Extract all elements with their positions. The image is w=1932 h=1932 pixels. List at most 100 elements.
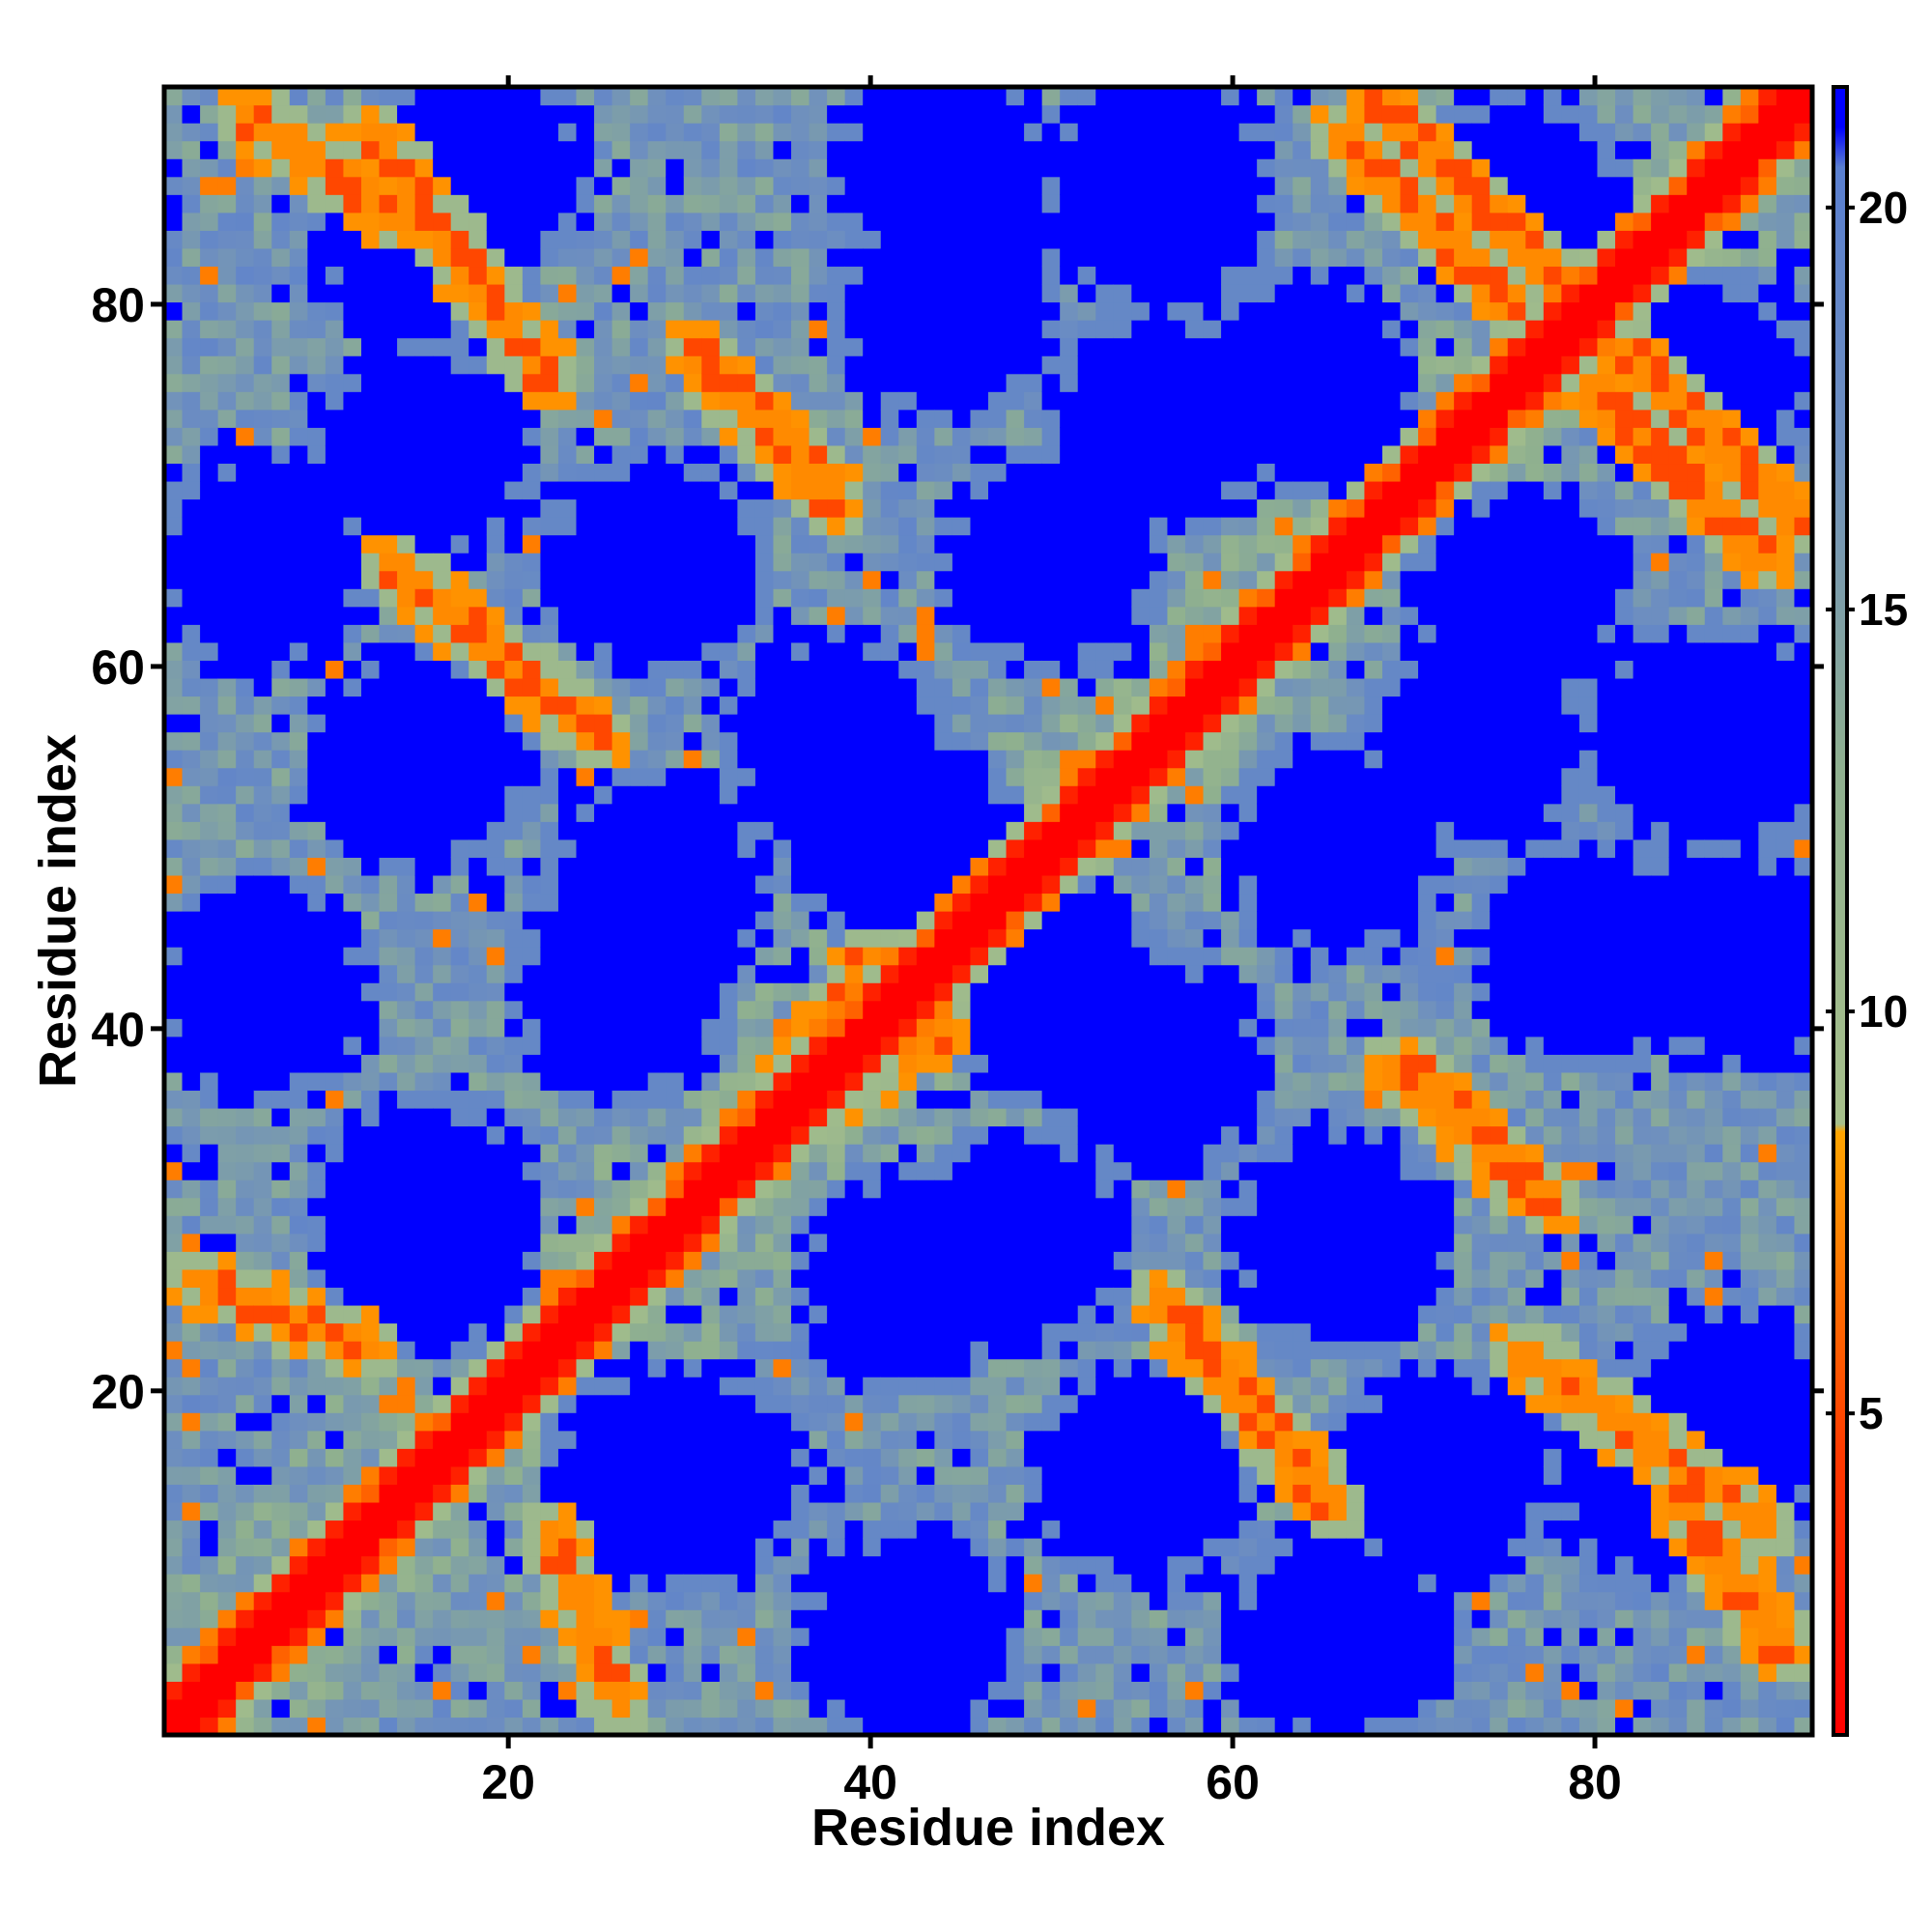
heatmap-cell: [557, 1341, 578, 1360]
heatmap-cell: [557, 409, 578, 428]
heatmap-cell: [271, 1036, 291, 1055]
heatmap-cell: [1041, 1591, 1061, 1610]
heatmap-cell: [1113, 283, 1132, 303]
heatmap-cell: [988, 857, 1008, 876]
heatmap-cell: [934, 857, 953, 876]
heatmap-cell: [683, 893, 702, 912]
heatmap-cell: [1113, 641, 1132, 661]
heatmap-cell: [863, 1090, 882, 1109]
heatmap-cell: [898, 1144, 918, 1163]
heatmap-cell: [791, 1591, 810, 1610]
heatmap-cell: [719, 498, 738, 518]
heatmap-cell: [576, 624, 595, 643]
heatmap-cell: [898, 1645, 918, 1664]
heatmap-cell: [540, 1358, 559, 1378]
heatmap-cell: [522, 821, 542, 840]
heatmap-cell: [791, 1358, 810, 1378]
heatmap-cell: [1060, 911, 1079, 930]
heatmap-cell: [970, 1448, 989, 1467]
heatmap-cell: [844, 194, 864, 213]
heatmap-cell: [397, 320, 416, 339]
heatmap-cell: [916, 714, 935, 733]
heatmap-cell: [952, 123, 972, 142]
heatmap-cell: [1024, 517, 1043, 536]
heatmap-cell: [379, 1591, 398, 1610]
heatmap-cell: [1041, 283, 1061, 303]
heatmap-cell: [863, 874, 882, 895]
heatmap-cell: [522, 1107, 542, 1127]
heatmap-cell: [647, 1304, 667, 1324]
heatmap-cell: [916, 320, 935, 339]
heatmap-cell: [630, 893, 649, 912]
heatmap-cell: [1060, 660, 1079, 679]
heatmap-cell: [433, 391, 452, 411]
heatmap-cell: [576, 660, 595, 679]
heatmap-cell: [773, 1233, 792, 1252]
heatmap-cell: [164, 1412, 184, 1432]
heatmap-cell: [1041, 660, 1061, 679]
heatmap-cell: [791, 1304, 810, 1324]
heatmap-cell: [253, 301, 272, 321]
heatmap-cell: [343, 1144, 362, 1163]
heatmap-cell: [898, 893, 918, 912]
heatmap-cell: [289, 588, 308, 608]
heatmap-cell: [701, 123, 721, 142]
heatmap-cell: [754, 857, 775, 876]
heatmap-cell: [791, 1215, 810, 1235]
heatmap-cell: [1024, 1627, 1043, 1646]
heatmap-cell: [1024, 1412, 1043, 1432]
heatmap-cell: [289, 893, 308, 912]
heatmap-cell: [916, 463, 935, 482]
heatmap-cell: [611, 1287, 631, 1306]
heatmap-cell: [450, 803, 469, 822]
heatmap-cell: [880, 1448, 899, 1467]
heatmap-cell: [540, 409, 559, 428]
heatmap-cell: [683, 767, 702, 786]
heatmap-cell: [880, 1322, 899, 1342]
heatmap-cell: [611, 1215, 631, 1235]
heatmap-cell: [754, 1662, 775, 1682]
heatmap-cell: [307, 1627, 327, 1646]
heatmap-cell: [1113, 1430, 1132, 1449]
heatmap-cell: [343, 534, 362, 554]
heatmap-cell: [486, 123, 505, 142]
heatmap-cell: [1077, 140, 1096, 159]
heatmap-cell: [863, 928, 882, 948]
heatmap-cell: [611, 570, 631, 589]
heatmap-cell: [611, 212, 631, 231]
heatmap-cell: [683, 444, 702, 465]
heatmap-cell: [754, 391, 775, 411]
heatmap-cell: [719, 1609, 738, 1629]
heatmap-cell: [236, 624, 255, 643]
heatmap-cell: [844, 373, 864, 392]
heatmap-cell: [898, 1627, 918, 1646]
heatmap-cell: [397, 731, 416, 751]
heatmap-cell: [182, 480, 201, 500]
heatmap-cell: [754, 1717, 775, 1736]
heatmap-cell: [988, 1627, 1008, 1646]
heatmap-cell: [1113, 158, 1132, 178]
heatmap-cell: [522, 158, 542, 178]
heatmap-cell: [611, 1071, 631, 1092]
heatmap-cell: [611, 1538, 631, 1557]
heatmap-cell: [827, 427, 846, 446]
heatmap-cell: [1095, 498, 1115, 518]
heatmap-cell: [647, 517, 667, 536]
heatmap-cell: [522, 1520, 542, 1539]
heatmap-cell: [683, 821, 702, 840]
heatmap-cell: [754, 1144, 775, 1163]
heatmap-cell: [486, 1071, 505, 1092]
heatmap-cell: [809, 1645, 828, 1664]
heatmap-cell: [988, 641, 1008, 661]
heatmap-cell: [737, 928, 756, 948]
heatmap-cell: [164, 893, 184, 912]
heatmap-cell: [719, 803, 738, 822]
heatmap-cell: [970, 1090, 989, 1109]
heatmap-cell: [379, 176, 398, 195]
heatmap-cell: [397, 480, 416, 500]
heatmap-cell: [898, 1412, 918, 1432]
heatmap-cell: [325, 1681, 345, 1700]
heatmap-cell: [540, 1717, 559, 1736]
heatmap-cell: [1113, 409, 1132, 428]
heatmap-cell: [236, 1233, 255, 1252]
